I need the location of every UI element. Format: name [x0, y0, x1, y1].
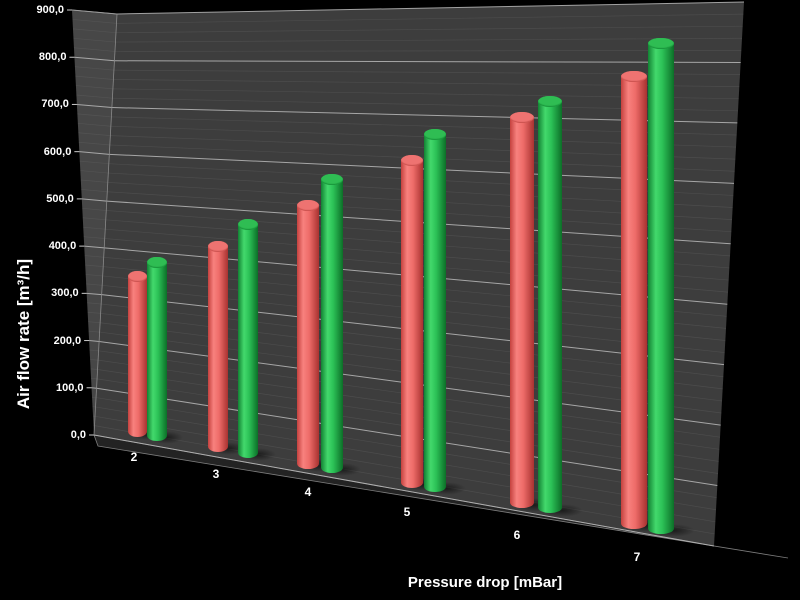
- gridline-minor-820: [114, 50, 742, 52]
- gridline-major-800: [114, 60, 741, 63]
- bar-green-2: [147, 257, 167, 441]
- y-tick-label-100,0: 100,0: [56, 381, 84, 394]
- gridline-major-600: [79, 151, 110, 155]
- x-category-label-7: 7: [633, 550, 641, 564]
- y-tick-label-800,0: 800,0: [38, 51, 67, 64]
- gridline-major-300: [86, 292, 102, 296]
- gridline-minor-120: [91, 377, 98, 380]
- gridline-major-800: [74, 56, 115, 62]
- bar-red-2: [127, 270, 147, 437]
- gridline-minor-460: [82, 217, 106, 221]
- gridline-minor-540: [80, 179, 108, 183]
- gridline-minor-840: [73, 37, 116, 43]
- bar-red-3: [207, 240, 228, 452]
- side-wall: [72, 10, 117, 435]
- bar-green-3: [237, 219, 259, 458]
- bar-cap-green-3: [237, 219, 259, 231]
- bar-green-7: [648, 37, 674, 534]
- wall-top-left-edge: [71, 9, 118, 15]
- gridline-minor-380: [84, 255, 104, 258]
- gridline-minor-620: [78, 141, 110, 146]
- gridline-minor-860: [72, 28, 117, 34]
- x-axis-title: Pressure drop [mBar]: [407, 574, 563, 591]
- bar-cap-green-5: [423, 129, 447, 140]
- gridline-minor-420: [83, 236, 105, 239]
- gridline-minor-560: [80, 170, 109, 174]
- gridline-minor-680: [77, 113, 112, 118]
- bar-red-6: [510, 112, 534, 509]
- bar-cap-red-5: [400, 154, 424, 166]
- x-category-label-2: 2: [130, 450, 138, 464]
- gridline-minor-340: [85, 274, 103, 277]
- gridline-minor-640: [78, 132, 111, 136]
- gridline-minor-580: [79, 160, 109, 165]
- bar-cap-red-6: [510, 112, 534, 124]
- bar-green-4: [321, 173, 343, 474]
- gridline-major-200: [89, 340, 100, 342]
- bar-cap-red-4: [297, 200, 319, 212]
- bar-cap-red-3: [207, 240, 228, 252]
- gridline-minor-860: [115, 25, 743, 34]
- y-tick-label-500,0: 500,0: [46, 192, 74, 205]
- x-category-label-3: 3: [212, 467, 220, 481]
- gridline-minor-740: [75, 85, 113, 90]
- bar-cap-green-7: [648, 37, 674, 49]
- wall-fold-edge: [93, 13, 118, 436]
- bar-cap-red-7: [621, 70, 647, 82]
- y-tick-label-200,0: 200,0: [53, 334, 82, 347]
- gridline-minor-440: [83, 226, 106, 230]
- bar-cap-green-4: [321, 173, 343, 185]
- y-tick-label-600,0: 600,0: [43, 145, 72, 158]
- y-tick-label-700,0: 700,0: [41, 98, 69, 111]
- gridline-minor-840: [115, 37, 743, 43]
- y-axis-title: Air flow rate [m³/h]: [14, 258, 33, 410]
- gridline-minor-220: [88, 330, 100, 333]
- gridline-minor-360: [85, 264, 104, 267]
- gridline-minor-880: [116, 13, 744, 24]
- bar-cap-green-6: [537, 95, 563, 107]
- bar-cap-green-2: [147, 257, 167, 268]
- gridline-minor-820: [73, 47, 115, 52]
- gridline-major-0: [93, 434, 715, 547]
- gridline-minor-140: [90, 368, 98, 370]
- gridline-minor-720: [76, 94, 113, 99]
- gridline-minor-180: [89, 349, 99, 352]
- gridline-minor-160: [90, 359, 99, 361]
- x-category-label-5: 5: [403, 505, 411, 519]
- gridline-minor-760: [75, 75, 114, 80]
- gridline-major-700: [76, 103, 112, 109]
- y-tick-label-400,0: 400,0: [48, 240, 77, 253]
- bar-red-4: [297, 200, 319, 469]
- gridline-minor-280: [87, 302, 102, 305]
- bar-green-5: [423, 129, 447, 493]
- gridline-minor-320: [86, 283, 103, 286]
- gridline-major-500: [81, 198, 107, 202]
- bar-red-7: [621, 70, 647, 529]
- gridline-minor-880: [72, 19, 117, 24]
- gridline-minor-240: [88, 321, 101, 324]
- gridline-minor-480: [82, 207, 107, 211]
- x-category-label-4: 4: [304, 485, 312, 499]
- y-tick-label-300,0: 300,0: [51, 287, 79, 300]
- gridline-minor-660: [77, 122, 111, 127]
- gridline-minor-780: [74, 66, 114, 71]
- y-tick-label-900,0: 900,0: [36, 4, 64, 16]
- bar-red-5: [400, 154, 424, 488]
- bar-green-6: [537, 95, 563, 514]
- gridline-minor-260: [87, 311, 101, 314]
- x-category-label-6: 6: [513, 528, 521, 542]
- y-tick-label-0,0: 0,0: [70, 429, 86, 441]
- gridline-major-400: [84, 245, 105, 249]
- bar-cap-red-2: [127, 270, 147, 282]
- gridline-major-900: [116, 1, 745, 15]
- gridline-minor-520: [81, 189, 108, 193]
